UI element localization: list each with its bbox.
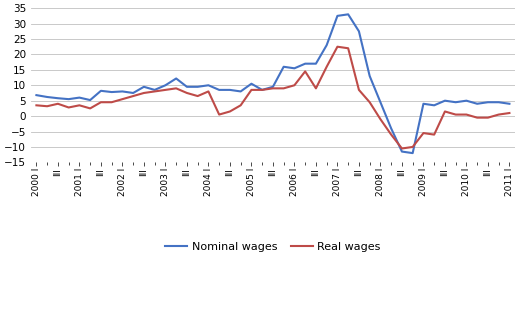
- Nominal wages: [377, 100, 384, 104]
- Real wages: [356, 88, 362, 92]
- Nominal wages: [65, 97, 72, 101]
- Real wages: [334, 45, 340, 49]
- Real wages: [409, 145, 416, 149]
- Real wages: [108, 100, 115, 104]
- Nominal wages: [366, 74, 373, 78]
- Real wages: [302, 69, 308, 73]
- Nominal wages: [227, 88, 233, 92]
- Line: Nominal wages: Nominal wages: [36, 14, 510, 153]
- Nominal wages: [119, 90, 126, 94]
- Nominal wages: [496, 100, 502, 104]
- Nominal wages: [281, 65, 287, 69]
- Nominal wages: [442, 99, 448, 103]
- Real wages: [206, 90, 212, 94]
- Nominal wages: [44, 95, 50, 99]
- Real wages: [259, 88, 265, 92]
- Real wages: [152, 90, 158, 94]
- Nominal wages: [55, 96, 61, 100]
- Nominal wages: [388, 127, 394, 131]
- Nominal wages: [507, 102, 513, 106]
- Legend: Nominal wages, Real wages: Nominal wages, Real wages: [161, 237, 385, 256]
- Real wages: [119, 97, 126, 101]
- Nominal wages: [87, 98, 93, 102]
- Nominal wages: [453, 100, 459, 104]
- Real wages: [130, 94, 136, 98]
- Nominal wages: [302, 62, 308, 66]
- Real wages: [388, 133, 394, 137]
- Real wages: [248, 88, 254, 92]
- Nominal wages: [152, 88, 158, 92]
- Nominal wages: [431, 103, 438, 107]
- Real wages: [431, 133, 438, 137]
- Real wages: [281, 86, 287, 90]
- Real wages: [141, 91, 147, 95]
- Nominal wages: [259, 88, 265, 92]
- Nominal wages: [463, 99, 470, 103]
- Real wages: [345, 46, 351, 50]
- Real wages: [323, 65, 330, 69]
- Line: Real wages: Real wages: [36, 47, 510, 149]
- Nominal wages: [33, 93, 39, 97]
- Real wages: [291, 83, 297, 87]
- Nominal wages: [420, 102, 427, 106]
- Nominal wages: [195, 85, 201, 89]
- Real wages: [98, 100, 104, 104]
- Real wages: [474, 116, 480, 120]
- Real wages: [173, 86, 179, 90]
- Nominal wages: [184, 85, 190, 89]
- Nominal wages: [323, 43, 330, 47]
- Nominal wages: [313, 62, 319, 66]
- Nominal wages: [334, 14, 340, 18]
- Real wages: [270, 86, 276, 90]
- Real wages: [313, 86, 319, 90]
- Real wages: [87, 107, 93, 111]
- Nominal wages: [76, 96, 83, 100]
- Real wages: [377, 117, 384, 121]
- Nominal wages: [248, 82, 254, 86]
- Real wages: [33, 103, 39, 107]
- Nominal wages: [485, 100, 491, 104]
- Nominal wages: [238, 90, 244, 94]
- Nominal wages: [291, 66, 297, 70]
- Nominal wages: [130, 91, 136, 95]
- Real wages: [184, 91, 190, 95]
- Real wages: [76, 103, 83, 107]
- Real wages: [227, 110, 233, 114]
- Real wages: [216, 113, 222, 117]
- Nominal wages: [409, 151, 416, 155]
- Nominal wages: [206, 83, 212, 87]
- Real wages: [44, 104, 50, 108]
- Real wages: [65, 106, 72, 110]
- Nominal wages: [356, 29, 362, 33]
- Real wages: [463, 113, 470, 117]
- Nominal wages: [162, 83, 169, 87]
- Real wages: [55, 102, 61, 106]
- Real wages: [366, 100, 373, 104]
- Real wages: [453, 113, 459, 117]
- Nominal wages: [141, 85, 147, 89]
- Real wages: [195, 94, 201, 98]
- Real wages: [507, 111, 513, 115]
- Nominal wages: [270, 85, 276, 89]
- Real wages: [162, 88, 169, 92]
- Nominal wages: [399, 150, 405, 154]
- Real wages: [442, 110, 448, 114]
- Nominal wages: [474, 102, 480, 106]
- Real wages: [399, 147, 405, 151]
- Real wages: [420, 131, 427, 135]
- Nominal wages: [216, 88, 222, 92]
- Real wages: [238, 103, 244, 107]
- Nominal wages: [108, 90, 115, 94]
- Real wages: [496, 113, 502, 117]
- Real wages: [485, 116, 491, 120]
- Nominal wages: [173, 77, 179, 81]
- Nominal wages: [98, 89, 104, 93]
- Nominal wages: [345, 12, 351, 16]
